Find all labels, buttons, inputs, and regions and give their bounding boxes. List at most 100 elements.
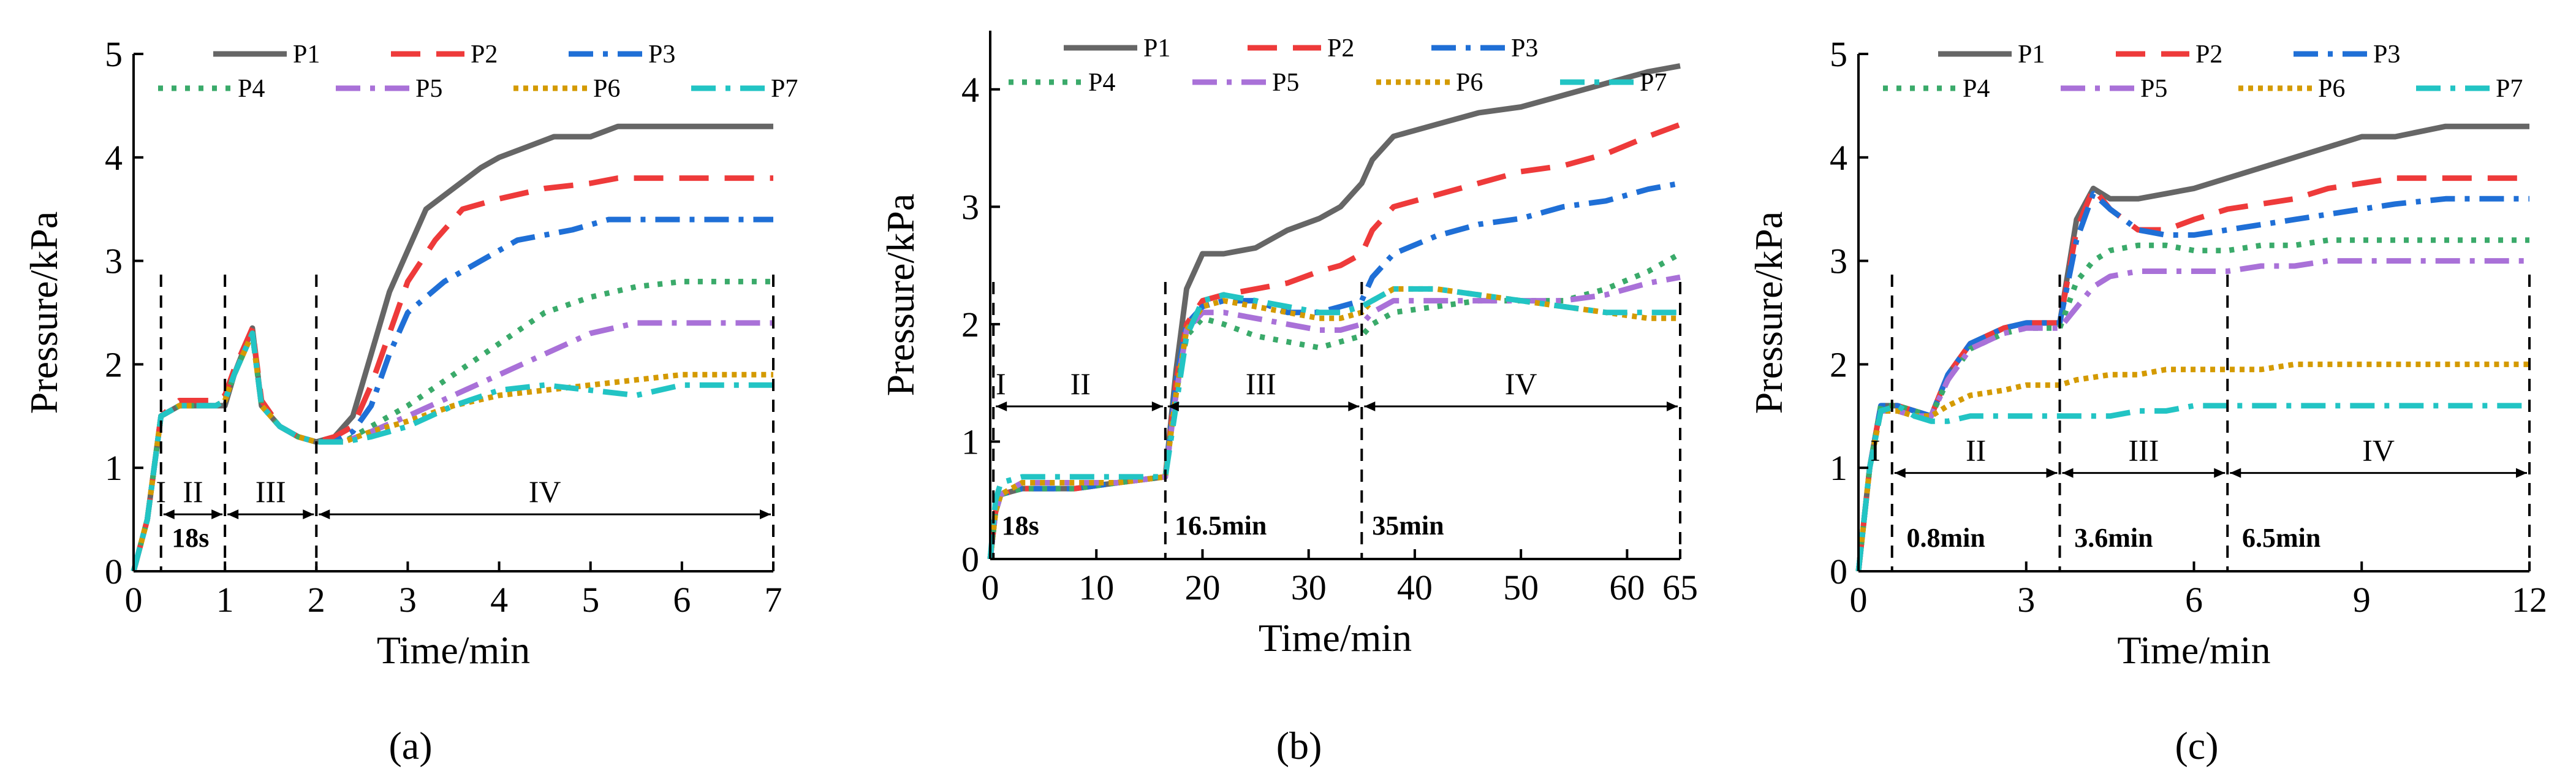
- legend-label: P4: [1963, 75, 1990, 103]
- legend-item-p1: P1: [1938, 40, 2045, 69]
- arrow-head: [1167, 401, 1179, 411]
- legend-item-p4: P4: [1009, 69, 1115, 97]
- y-tick-label: 3: [1830, 242, 1847, 281]
- y-tick-label: 1: [961, 422, 979, 462]
- y-axis-title: Pressure/kPa: [1747, 211, 1790, 414]
- duration-label: 16.5min: [1175, 511, 1267, 541]
- series-line-p3: [1855, 191, 2529, 572]
- y-tick-label: 5: [105, 34, 123, 74]
- legend-item-p5: P5: [336, 75, 442, 103]
- legend-item-p6: P6: [513, 75, 620, 103]
- y-tick-label: 1: [105, 448, 123, 488]
- legend-item-p1: P1: [1064, 34, 1170, 63]
- legend-item-p2: P2: [391, 40, 498, 69]
- arrow-head: [1894, 468, 1906, 478]
- legend-item-p3: P3: [1431, 34, 1538, 63]
- stage-label: I: [1870, 433, 1881, 468]
- arrow-head: [2046, 468, 2058, 478]
- legend-label: P1: [293, 40, 320, 69]
- series-line-p6: [1855, 361, 2529, 572]
- series-line-p4: [1855, 237, 2529, 572]
- x-tick-label: 50: [1503, 568, 1539, 607]
- legend-label: P7: [2496, 75, 2523, 103]
- x-tick-label: 5: [581, 580, 599, 620]
- legend-label: P4: [238, 75, 265, 103]
- arrow-head: [227, 509, 239, 520]
- legend-label: P3: [2373, 40, 2400, 69]
- legend-label: P4: [1088, 69, 1115, 97]
- x-tick-label: 30: [1291, 568, 1327, 607]
- legend-item-p1: P1: [213, 40, 320, 69]
- series-line-p3: [987, 180, 1681, 560]
- duration-label: 3.6min: [2074, 523, 2153, 553]
- x-tick-label: 60: [1609, 568, 1645, 607]
- y-tick-label: 3: [105, 242, 123, 281]
- stage-label: I: [996, 367, 1006, 401]
- stage-label: II: [1070, 367, 1091, 401]
- legend-item-p2: P2: [1248, 34, 1354, 63]
- x-tick-label: 0: [1850, 580, 1868, 620]
- panel-label: (b): [1276, 724, 1322, 767]
- x-axis-title: Time/min: [2117, 628, 2270, 672]
- panel-label: (c): [2175, 724, 2218, 767]
- series-line-p7: [131, 330, 773, 572]
- chart-panel-b: 0 10 20 30 40 50 60 65 0 1 2 3 4 Time/min Pressure/kPa…: [879, 31, 1698, 767]
- duration-label: 35min: [1372, 511, 1444, 541]
- x-tick-label: 0: [982, 568, 999, 607]
- arrow-head: [1364, 401, 1376, 411]
- legend-label: P1: [1143, 34, 1170, 63]
- y-tick-label: 3: [961, 187, 979, 227]
- legend-item-p3: P3: [569, 40, 675, 69]
- x-tick-label: 1: [216, 580, 234, 620]
- arrow-head: [1348, 401, 1360, 411]
- arrow-head: [211, 509, 223, 520]
- legend-label: P7: [1640, 69, 1667, 97]
- x-tick-label: 4: [490, 580, 508, 620]
- arrow-head: [1667, 401, 1678, 411]
- legend-item-p5: P5: [2061, 75, 2167, 103]
- legend-item-p3: P3: [2294, 40, 2400, 69]
- y-tick-label: 2: [105, 344, 123, 384]
- x-tick-label: 6: [673, 580, 691, 620]
- series-line-p1: [131, 123, 773, 572]
- y-tick-label: 4: [961, 70, 979, 110]
- legend-label: P2: [1327, 34, 1354, 63]
- legend-label: P6: [593, 75, 620, 103]
- arrow-head: [1151, 401, 1163, 411]
- duration-label: 6.5min: [2242, 523, 2320, 553]
- legend-item-p4: P4: [158, 75, 265, 103]
- series-line-p1: [1855, 123, 2529, 572]
- arrow-head: [2516, 468, 2527, 478]
- legend-item-p6: P6: [2238, 75, 2345, 103]
- stage-label: IV: [529, 474, 561, 509]
- legend-item-p4: P4: [1883, 75, 1990, 103]
- x-tick-label: 65: [1662, 568, 1698, 607]
- y-tick-label: 2: [1830, 344, 1847, 384]
- legend-label: P6: [2318, 75, 2345, 103]
- legend-item-p7: P7: [2416, 75, 2523, 103]
- x-tick-label: 20: [1184, 568, 1220, 607]
- legend-label: P2: [2195, 40, 2222, 69]
- legend-label: P1: [2018, 40, 2045, 69]
- legend-label: P7: [771, 75, 798, 103]
- legend-item-p6: P6: [1376, 69, 1483, 97]
- stage-label: IV: [1505, 367, 1537, 401]
- y-tick-label: 2: [961, 305, 979, 344]
- x-tick-label: 9: [2353, 580, 2371, 620]
- stage-label: II: [1966, 433, 1986, 468]
- stage-label: III: [1246, 367, 1276, 401]
- x-axis-title: Time/min: [1259, 616, 1412, 660]
- y-tick-label: 4: [1830, 138, 1847, 178]
- arrow-head: [163, 509, 175, 520]
- x-axis-title: Time/min: [377, 628, 530, 672]
- x-tick-label: 10: [1078, 568, 1114, 607]
- y-tick-label: 0: [1830, 552, 1847, 592]
- series-line-p5: [131, 320, 773, 572]
- stage-label: I: [156, 474, 166, 509]
- y-tick-label: 4: [105, 138, 123, 178]
- series-line-p5: [987, 274, 1681, 560]
- stage-label: III: [256, 474, 286, 509]
- panel-label: (a): [388, 724, 432, 767]
- arrow-head: [996, 401, 1007, 411]
- y-tick-label: 5: [1830, 34, 1847, 74]
